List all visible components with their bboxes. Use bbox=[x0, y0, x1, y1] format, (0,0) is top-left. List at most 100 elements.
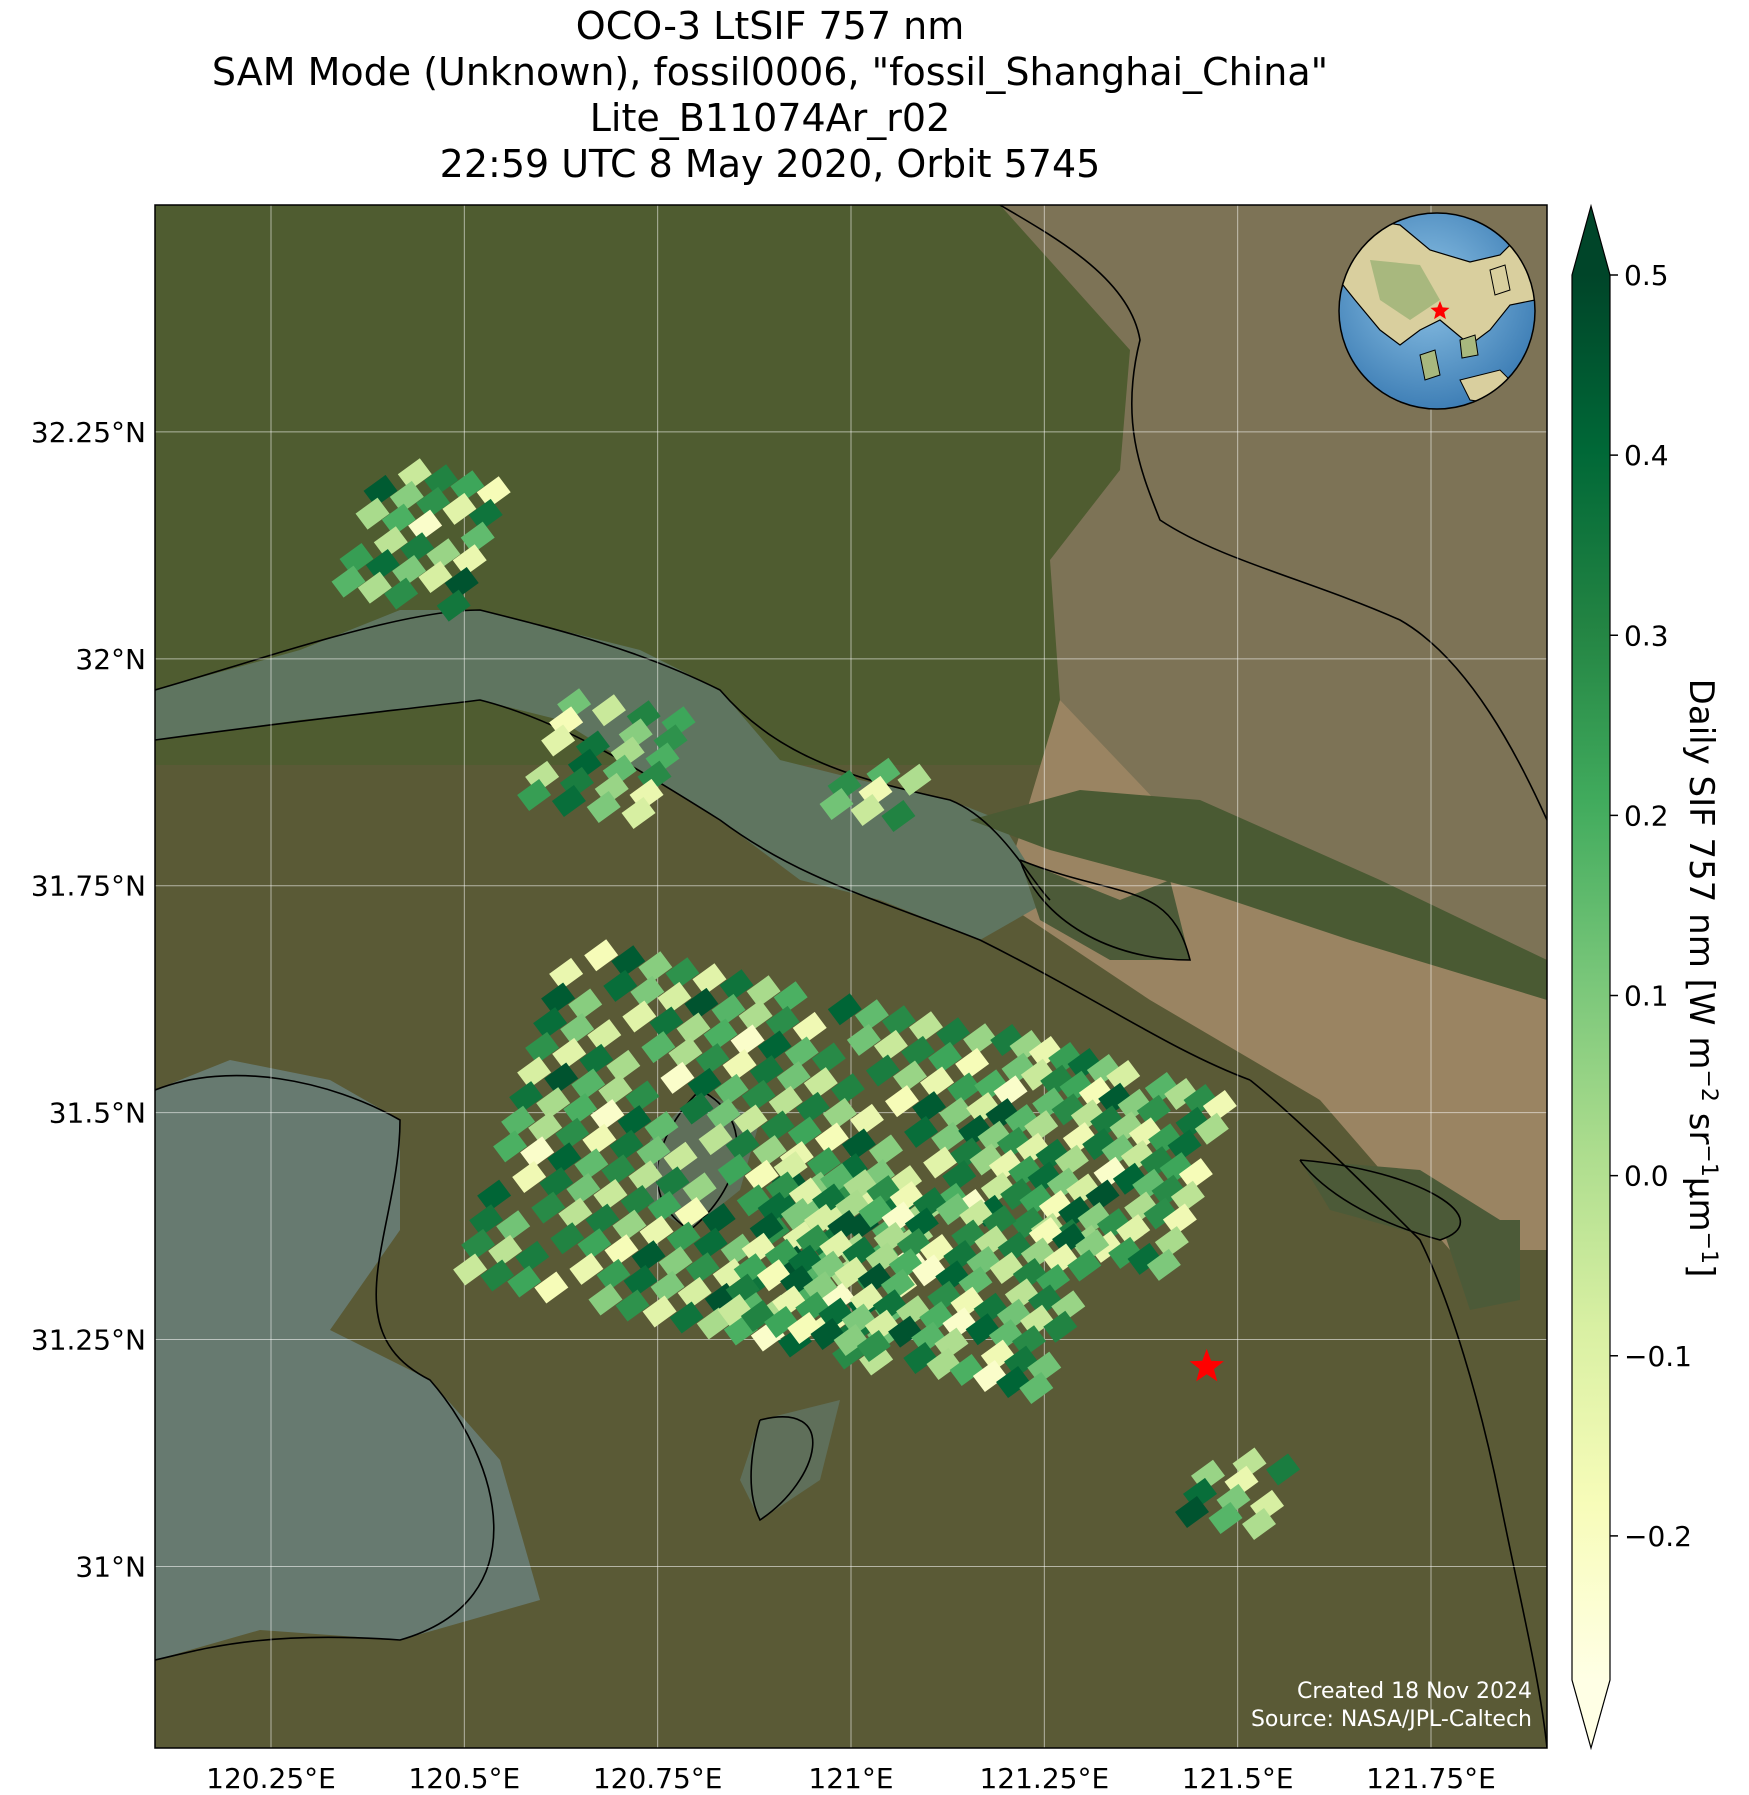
sif-cell bbox=[803, 1271, 838, 1304]
lat-tick-label: 31.25°N bbox=[31, 1324, 146, 1357]
lon-tick-label: 121.5°E bbox=[1182, 1762, 1294, 1795]
lat-tick-label: 31.75°N bbox=[31, 870, 146, 903]
colorbar-tick-label: 0.0 bbox=[1624, 1160, 1669, 1193]
sif-cell bbox=[693, 1227, 728, 1260]
sif-cell bbox=[392, 554, 427, 587]
sif-soundings bbox=[331, 458, 1301, 1541]
sif-cell bbox=[757, 1191, 792, 1224]
axis-tick-labels: 120.25°E 120.5°E 120.75°E 121°E 121.25°E 121.… bbox=[31, 416, 1496, 1795]
lake-shore-2 bbox=[750, 1416, 814, 1522]
sif-cell bbox=[444, 566, 479, 599]
sif-cell bbox=[1058, 1196, 1093, 1229]
sif-cell bbox=[819, 788, 854, 821]
sif-cell bbox=[811, 1042, 846, 1075]
sif-cell bbox=[996, 1298, 1031, 1331]
sif-cell bbox=[1124, 1191, 1159, 1224]
sif-cell bbox=[881, 800, 916, 833]
hengsha-shore bbox=[1299, 1159, 1462, 1241]
sif-cell bbox=[695, 1043, 730, 1076]
small-island bbox=[1440, 1220, 1520, 1310]
sif-cell bbox=[1202, 1090, 1237, 1123]
sif-cell bbox=[936, 1017, 971, 1050]
sif-cell bbox=[1000, 1178, 1035, 1211]
sif-cell bbox=[585, 1203, 620, 1236]
sif-cell bbox=[339, 542, 374, 575]
sif-cell bbox=[714, 1073, 749, 1106]
sif-cell bbox=[846, 1023, 881, 1056]
sif-cell bbox=[811, 1250, 846, 1283]
sif-cell bbox=[1019, 1372, 1054, 1405]
sif-cell bbox=[525, 1031, 560, 1064]
sif-cell bbox=[477, 1179, 512, 1212]
sif-cell bbox=[950, 1286, 985, 1319]
sif-cell bbox=[835, 1189, 870, 1222]
sif-cell bbox=[942, 1160, 977, 1193]
sif-cell bbox=[1151, 1174, 1186, 1207]
river-south-bank bbox=[155, 699, 1251, 1081]
sif-cell bbox=[547, 1142, 582, 1175]
sif-cell bbox=[1098, 1082, 1133, 1115]
sif-cell bbox=[591, 694, 626, 727]
sif-cell bbox=[896, 1227, 931, 1260]
sif-cell bbox=[1044, 1243, 1079, 1276]
sif-cell bbox=[1101, 1134, 1136, 1167]
sif-cell bbox=[787, 1312, 822, 1345]
sif-cell bbox=[854, 999, 889, 1032]
sif-cell bbox=[397, 458, 432, 491]
sif-cell bbox=[982, 1205, 1017, 1238]
sif-cell bbox=[784, 1036, 819, 1069]
sif-cell bbox=[620, 1184, 655, 1217]
sif-cell bbox=[1020, 1304, 1055, 1337]
sif-cell bbox=[904, 1115, 939, 1148]
sif-cell bbox=[560, 1013, 595, 1046]
sif-cell bbox=[820, 1163, 855, 1196]
sif-cell bbox=[772, 1285, 807, 1318]
colorbar-tick-label: −0.1 bbox=[1624, 1340, 1692, 1373]
sif-cell bbox=[596, 1258, 631, 1291]
title-line-4: 22:59 UTC 8 May 2020, Orbit 5745 bbox=[439, 142, 1101, 186]
sif-cell bbox=[625, 1080, 660, 1113]
sif-cell bbox=[912, 1187, 947, 1220]
sif-cell bbox=[480, 1259, 515, 1292]
sif-cell bbox=[706, 1098, 741, 1131]
lat-tick-label: 31.5°N bbox=[49, 1097, 146, 1130]
colorbar-tick-label: 0.2 bbox=[1624, 799, 1669, 832]
lon-tick-label: 120.75°E bbox=[593, 1762, 723, 1795]
sif-cell bbox=[920, 1233, 955, 1266]
sif-cell bbox=[814, 1122, 849, 1155]
lat-tick-label: 32.25°N bbox=[31, 416, 146, 449]
sif-cell bbox=[534, 1271, 569, 1304]
source-credit: Source: NASA/JPL-Caltech bbox=[1251, 1707, 1532, 1732]
sif-cell bbox=[912, 1091, 947, 1124]
sif-cell bbox=[865, 1054, 900, 1087]
sif-cell bbox=[856, 1330, 891, 1363]
sif-cell bbox=[549, 957, 584, 990]
colorbar-extend-max bbox=[1572, 206, 1610, 275]
sif-cell bbox=[621, 796, 656, 829]
sif-cell bbox=[1019, 1184, 1054, 1217]
sif-cell bbox=[869, 1134, 903, 1167]
sif-cell bbox=[436, 589, 471, 622]
island-shore bbox=[1019, 859, 1192, 961]
sif-cell bbox=[919, 1301, 954, 1334]
south-coastline bbox=[1249, 1079, 1547, 1748]
sif-cell bbox=[1008, 1155, 1043, 1188]
colorbar-ticks: 0.5 0.4 0.3 0.2 0.1 0.0 −0.1 −0.2 bbox=[1610, 259, 1692, 1553]
sif-cell bbox=[365, 548, 400, 581]
sif-cell bbox=[780, 1265, 815, 1298]
colorbar-gradient bbox=[1572, 275, 1610, 1680]
sif-cell bbox=[468, 498, 503, 531]
sif-cell bbox=[703, 1018, 738, 1051]
sif-cell bbox=[677, 1276, 712, 1309]
sif-cell bbox=[331, 565, 366, 598]
sif-cell bbox=[1112, 1162, 1147, 1195]
target-star-shape bbox=[1189, 1348, 1224, 1382]
sif-cell bbox=[552, 1037, 587, 1070]
sif-cell bbox=[857, 1262, 892, 1295]
sif-cell bbox=[579, 1043, 614, 1076]
sif-cell bbox=[1001, 1052, 1036, 1085]
sif-cell bbox=[601, 1154, 636, 1187]
sif-cell bbox=[993, 1075, 1028, 1108]
sif-cell bbox=[788, 1177, 823, 1210]
title-line-1: OCO-3 LtSIF 757 nm bbox=[575, 4, 965, 48]
